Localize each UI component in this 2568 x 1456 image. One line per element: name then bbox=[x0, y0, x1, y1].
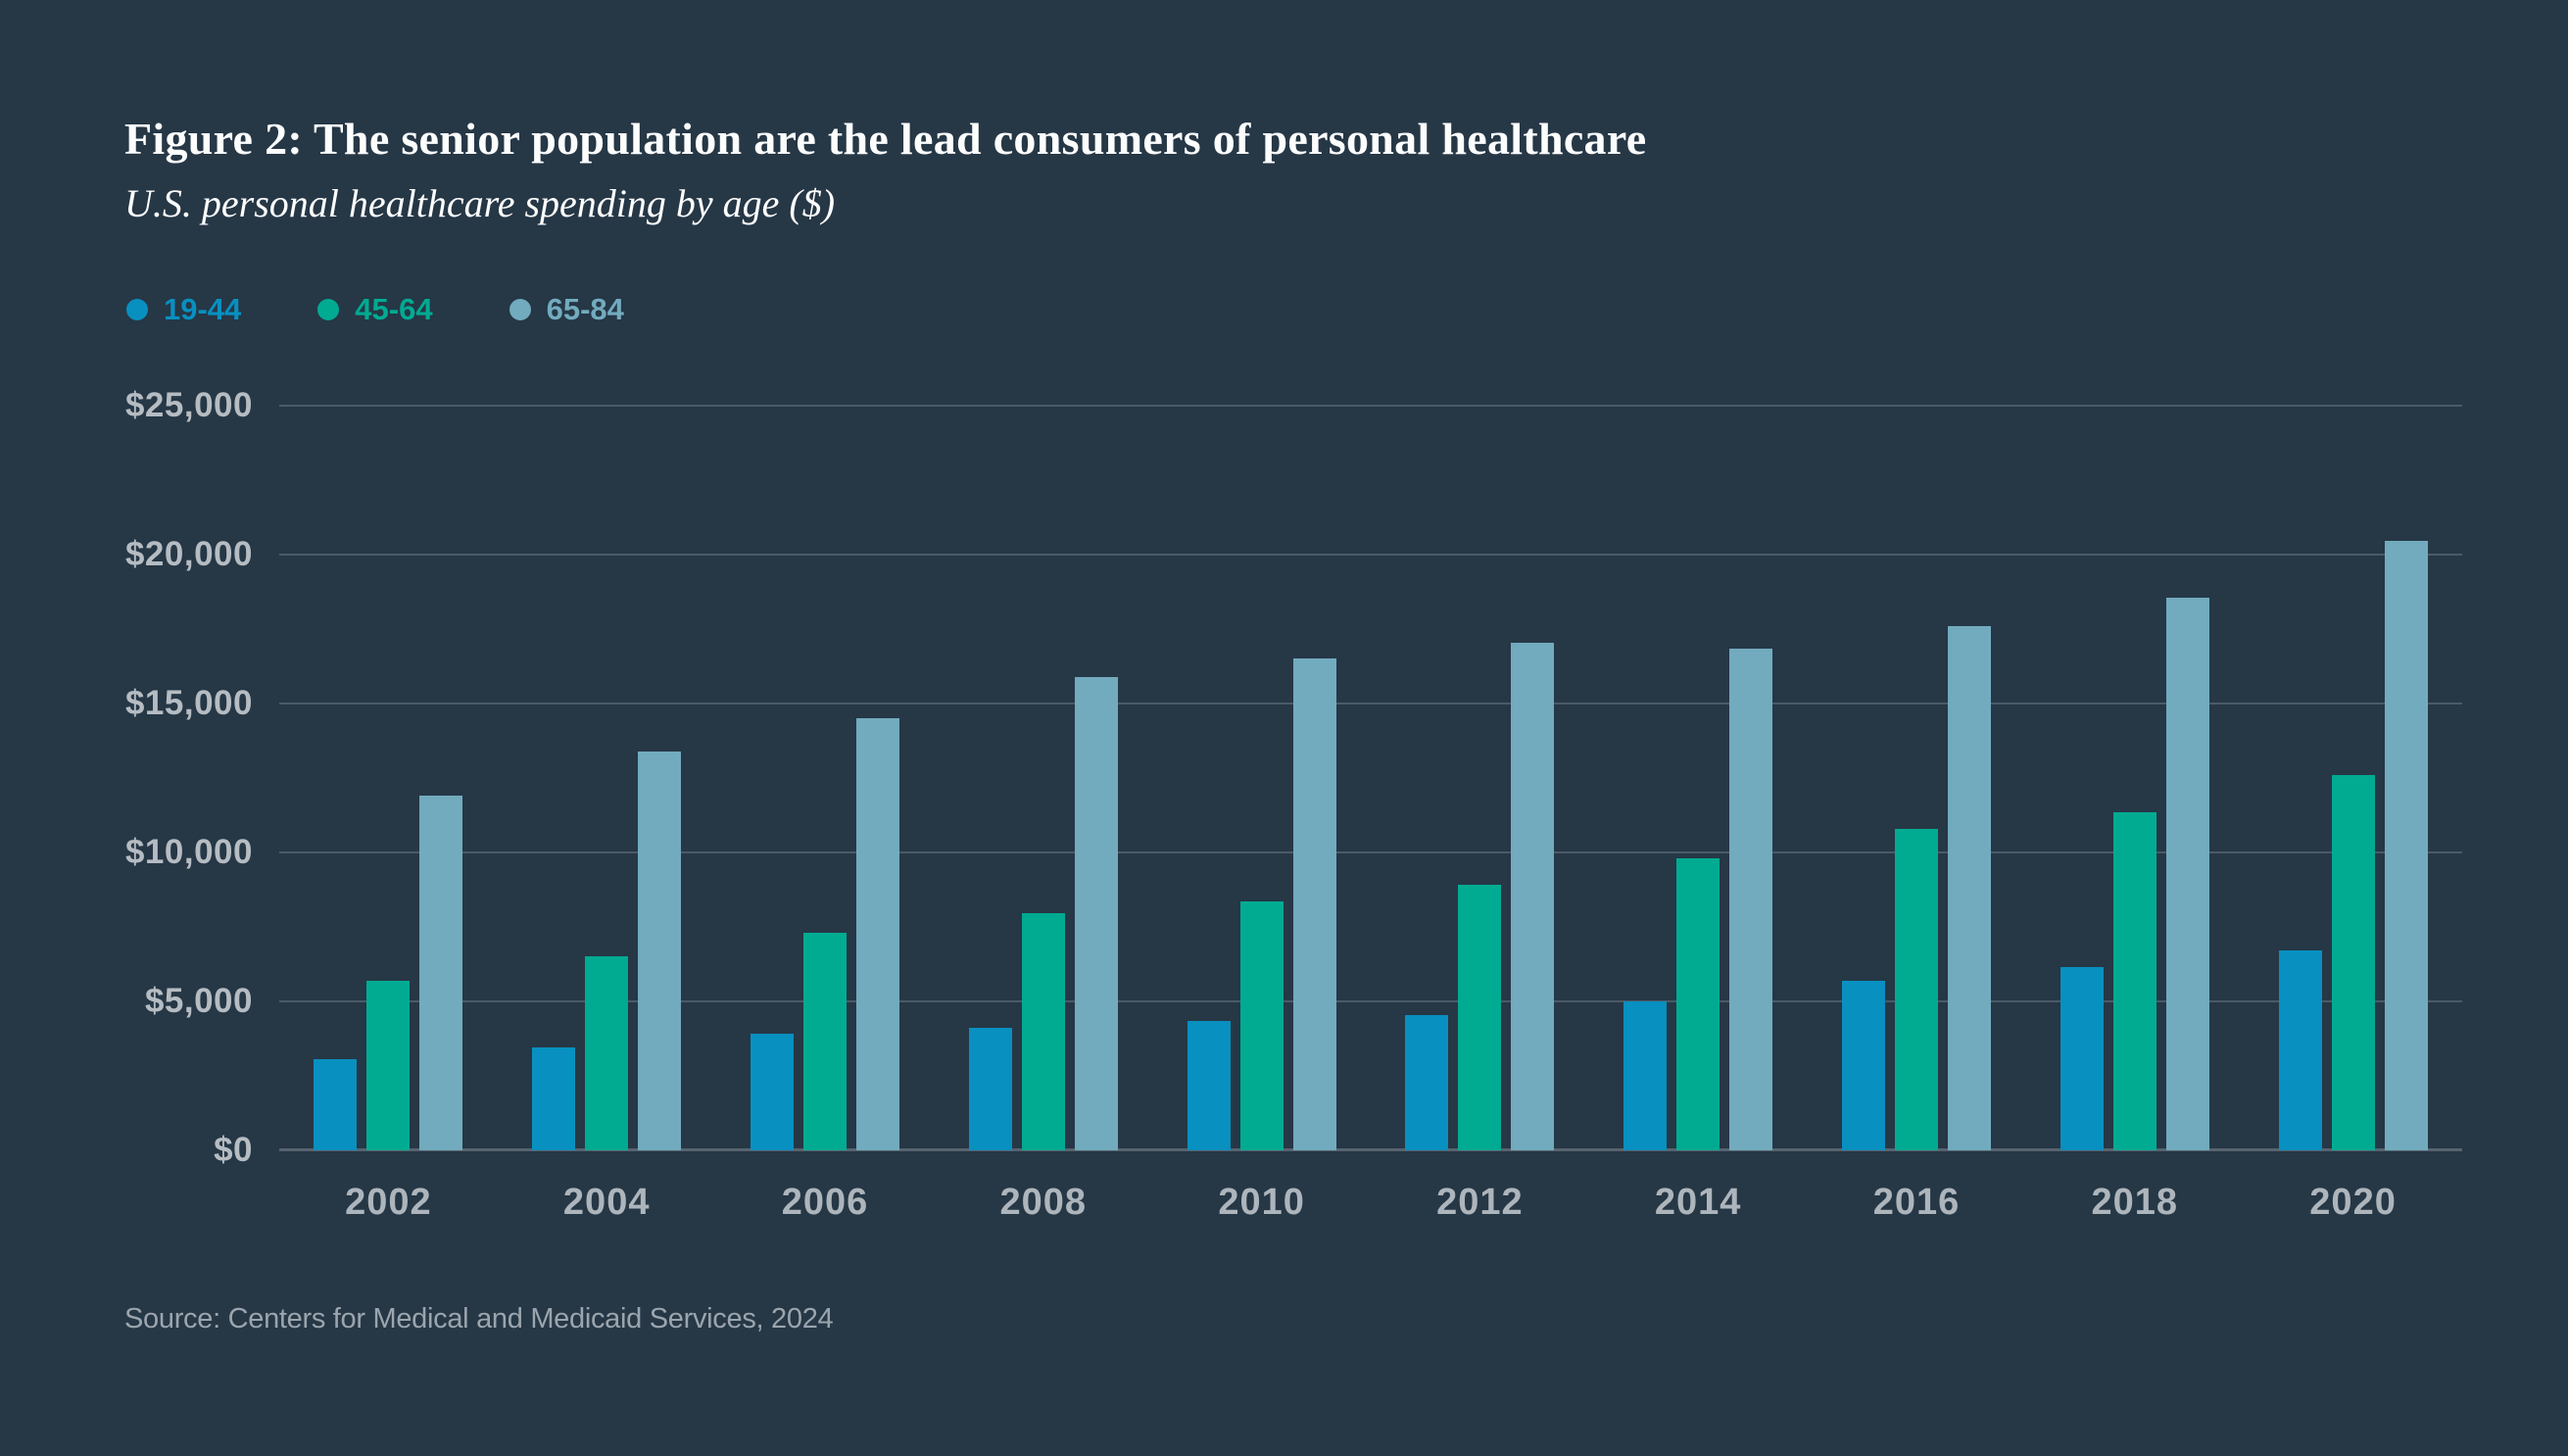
bar-65-84-2008 bbox=[1074, 676, 1118, 1150]
bar-group-2006 bbox=[716, 406, 935, 1150]
legend: 19-44 45-64 65-84 bbox=[126, 292, 624, 327]
bar-19-44-2010 bbox=[1187, 1020, 1231, 1150]
legend-dot-icon bbox=[126, 299, 148, 320]
legend-label: 65-84 bbox=[546, 292, 624, 326]
x-axis: 2002 2004 2006 2008 2010 2012 2014 2016 2018 2020 bbox=[279, 1153, 2462, 1224]
bar-65-84-2020 bbox=[2384, 541, 2428, 1150]
gridline bbox=[279, 405, 2462, 407]
x-tick-label: 2018 bbox=[2091, 1182, 2179, 1223]
bar-65-84-2010 bbox=[1292, 658, 1336, 1150]
y-tick-label: $25,000 bbox=[124, 386, 253, 424]
bar-45-64-2014 bbox=[1676, 858, 1720, 1150]
x-tick-label: 2006 bbox=[781, 1182, 869, 1223]
y-tick-label: $20,000 bbox=[124, 535, 253, 573]
bar-65-84-2014 bbox=[1729, 648, 1773, 1150]
bar-45-64-2008 bbox=[1021, 913, 1065, 1150]
y-tick-label: $0 bbox=[214, 1131, 253, 1169]
bar-45-64-2004 bbox=[585, 956, 629, 1150]
bar-group-2016 bbox=[1808, 406, 2026, 1150]
x-tick-label: 2004 bbox=[562, 1182, 651, 1223]
bar-group-2004 bbox=[498, 406, 716, 1150]
y-axis: $0 $5,000 $10,000 $15,000 $20,000 $25,000 bbox=[59, 386, 253, 1169]
legend-dot-icon bbox=[317, 299, 340, 320]
x-tick-label: 2012 bbox=[1436, 1182, 1524, 1223]
legend-label: 45-64 bbox=[355, 292, 433, 326]
figure-subtitle: U.S. personal healthcare spending by age… bbox=[124, 181, 836, 225]
gridline bbox=[279, 1000, 2462, 1002]
gridline bbox=[279, 554, 2462, 556]
legend-dot-icon bbox=[509, 299, 531, 320]
bar-group-2020 bbox=[2244, 406, 2462, 1150]
bar-group-2010 bbox=[1152, 406, 1371, 1150]
legend-label: 19-44 bbox=[164, 292, 242, 326]
bar-19-44-2012 bbox=[1405, 1014, 1449, 1150]
y-tick-label: $5,000 bbox=[144, 982, 253, 1020]
x-tick-label: 2014 bbox=[1654, 1182, 1742, 1223]
bar-group-2012 bbox=[1371, 406, 1589, 1150]
bar-45-64-2012 bbox=[1458, 885, 1502, 1150]
bar-45-64-2018 bbox=[2112, 811, 2156, 1150]
gridline bbox=[279, 703, 2462, 704]
bar-45-64-2016 bbox=[1894, 828, 1938, 1150]
bar-65-84-2018 bbox=[2165, 598, 2209, 1150]
bar-group-2018 bbox=[2025, 406, 2244, 1150]
bar-65-84-2006 bbox=[855, 718, 899, 1150]
bar-19-44-2002 bbox=[314, 1059, 358, 1150]
bar-65-84-2016 bbox=[1947, 625, 1991, 1150]
bar-19-44-2008 bbox=[968, 1028, 1012, 1150]
bar-45-64-2006 bbox=[802, 933, 847, 1150]
bar-65-84-2004 bbox=[638, 751, 682, 1150]
gridline bbox=[279, 851, 2462, 853]
bar-45-64-2020 bbox=[2331, 774, 2375, 1150]
x-tick-label: 2010 bbox=[1218, 1182, 1305, 1223]
legend-item-45-64: 45-64 bbox=[317, 292, 433, 327]
bar-group-2014 bbox=[1589, 406, 1808, 1150]
bar-65-84-2012 bbox=[1511, 642, 1555, 1150]
bar-19-44-2014 bbox=[1623, 1001, 1668, 1150]
bars bbox=[279, 406, 2462, 1150]
bar-65-84-2002 bbox=[419, 796, 463, 1150]
y-tick-label: $10,000 bbox=[124, 833, 253, 871]
bar-19-44-2004 bbox=[532, 1047, 576, 1150]
figure-title: Figure 2: The senior population are the … bbox=[124, 114, 1647, 164]
x-axis-line bbox=[279, 1148, 2462, 1151]
bar-19-44-2006 bbox=[750, 1034, 794, 1150]
x-tick-label: 2020 bbox=[2309, 1182, 2397, 1223]
legend-item-65-84: 65-84 bbox=[509, 292, 624, 327]
bar-19-44-2018 bbox=[2059, 967, 2104, 1150]
bar-19-44-2020 bbox=[2278, 950, 2322, 1150]
bar-group-2008 bbox=[934, 406, 1152, 1150]
bar-45-64-2002 bbox=[366, 980, 411, 1150]
x-tick-label: 2008 bbox=[999, 1182, 1088, 1223]
x-tick-label: 2002 bbox=[345, 1182, 432, 1223]
x-tick-label: 2016 bbox=[1872, 1182, 1961, 1223]
source-note: Source: Centers for Medical and Medicaid… bbox=[124, 1303, 834, 1335]
bar-19-44-2016 bbox=[1841, 980, 1885, 1150]
bar-45-64-2010 bbox=[1239, 901, 1284, 1150]
plot-area bbox=[279, 405, 2462, 1151]
bar-group-2002 bbox=[279, 406, 498, 1150]
y-tick-label: $15,000 bbox=[124, 684, 253, 722]
legend-item-19-44: 19-44 bbox=[126, 292, 241, 327]
